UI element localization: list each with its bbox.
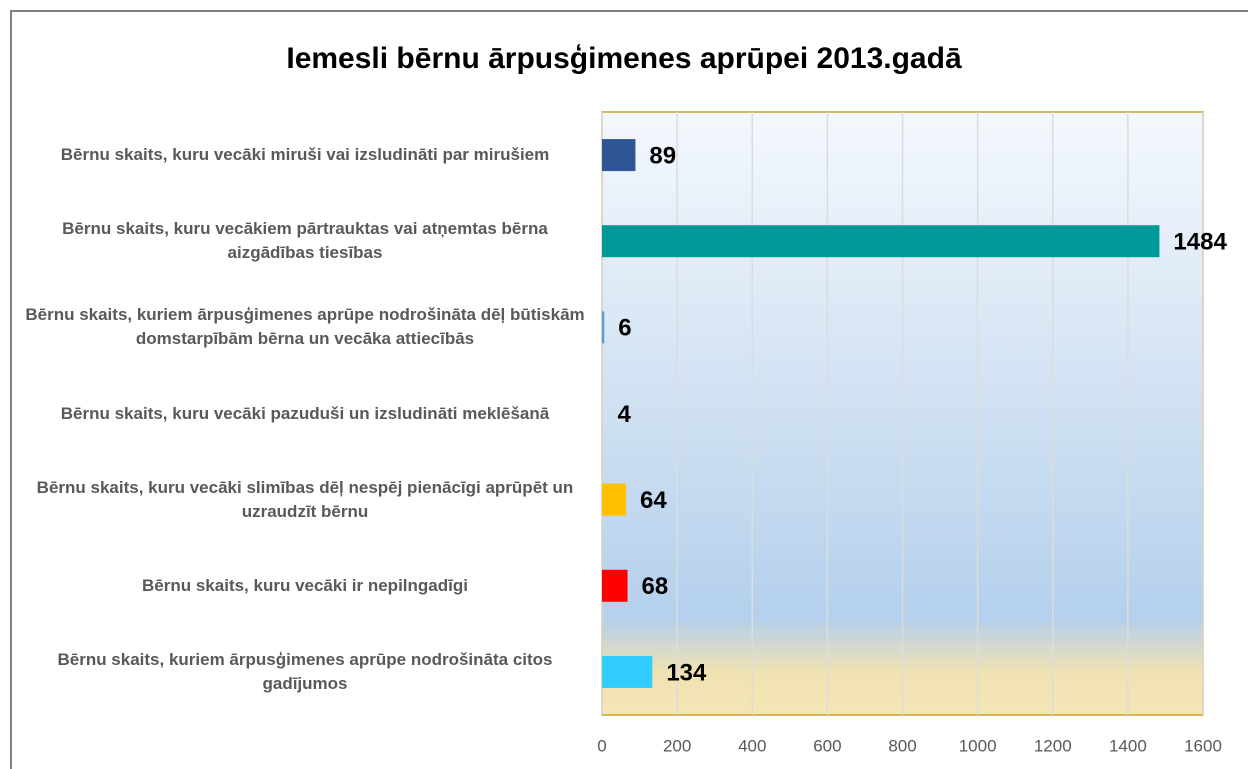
bar [602,397,604,430]
chart-border [10,10,1248,769]
y-tick-label: Bērnu skaits, kuru vecāki slimības dēļ n… [36,477,574,521]
x-tick-label: 200 [663,736,691,755]
x-tick-label: 1600 [1184,736,1222,755]
y-tick-label: Bērnu skaits, kuriem ārpusģimenes aprūpe… [25,305,585,349]
data-label: 1484 [1173,229,1227,256]
y-tick-label: Bērnu skaits, kuru vecākiem pārtrauktas … [62,219,548,263]
data-label: 6 [618,315,631,342]
bar [602,483,627,516]
bar [602,311,605,344]
x-tick-label: 600 [813,736,841,755]
x-tick-label: 1400 [1109,736,1147,755]
y-tick-label: Bērnu skaits, kuru vecāki miruši vai izs… [60,145,550,165]
x-tick-label: 800 [888,736,916,755]
bar [602,225,1160,258]
x-tick-label: 400 [738,736,766,755]
data-label: 64 [640,487,667,514]
data-label: 68 [642,573,669,600]
bar [602,569,628,602]
y-tick-label: Bērnu skaits, kuru vecāki pazuduši un iz… [60,403,550,423]
data-label: 89 [649,142,676,169]
data-label: 134 [666,659,707,686]
y-tick-label: Bērnu skaits, kuru vecāki ir nepilngadīg… [142,575,468,595]
x-tick-label: 1200 [1034,736,1072,755]
y-tick-label: Bērnu skaits, kuriem ārpusģimenes aprūpe… [57,649,553,693]
chart-title: Iemesli bērnu ārpusģimenes aprūpei 2013.… [286,42,962,75]
bar [602,139,636,172]
x-tick-label: 1000 [959,736,997,755]
bar [602,655,653,688]
x-tick-label: 0 [597,736,606,755]
data-label: 4 [618,401,632,428]
